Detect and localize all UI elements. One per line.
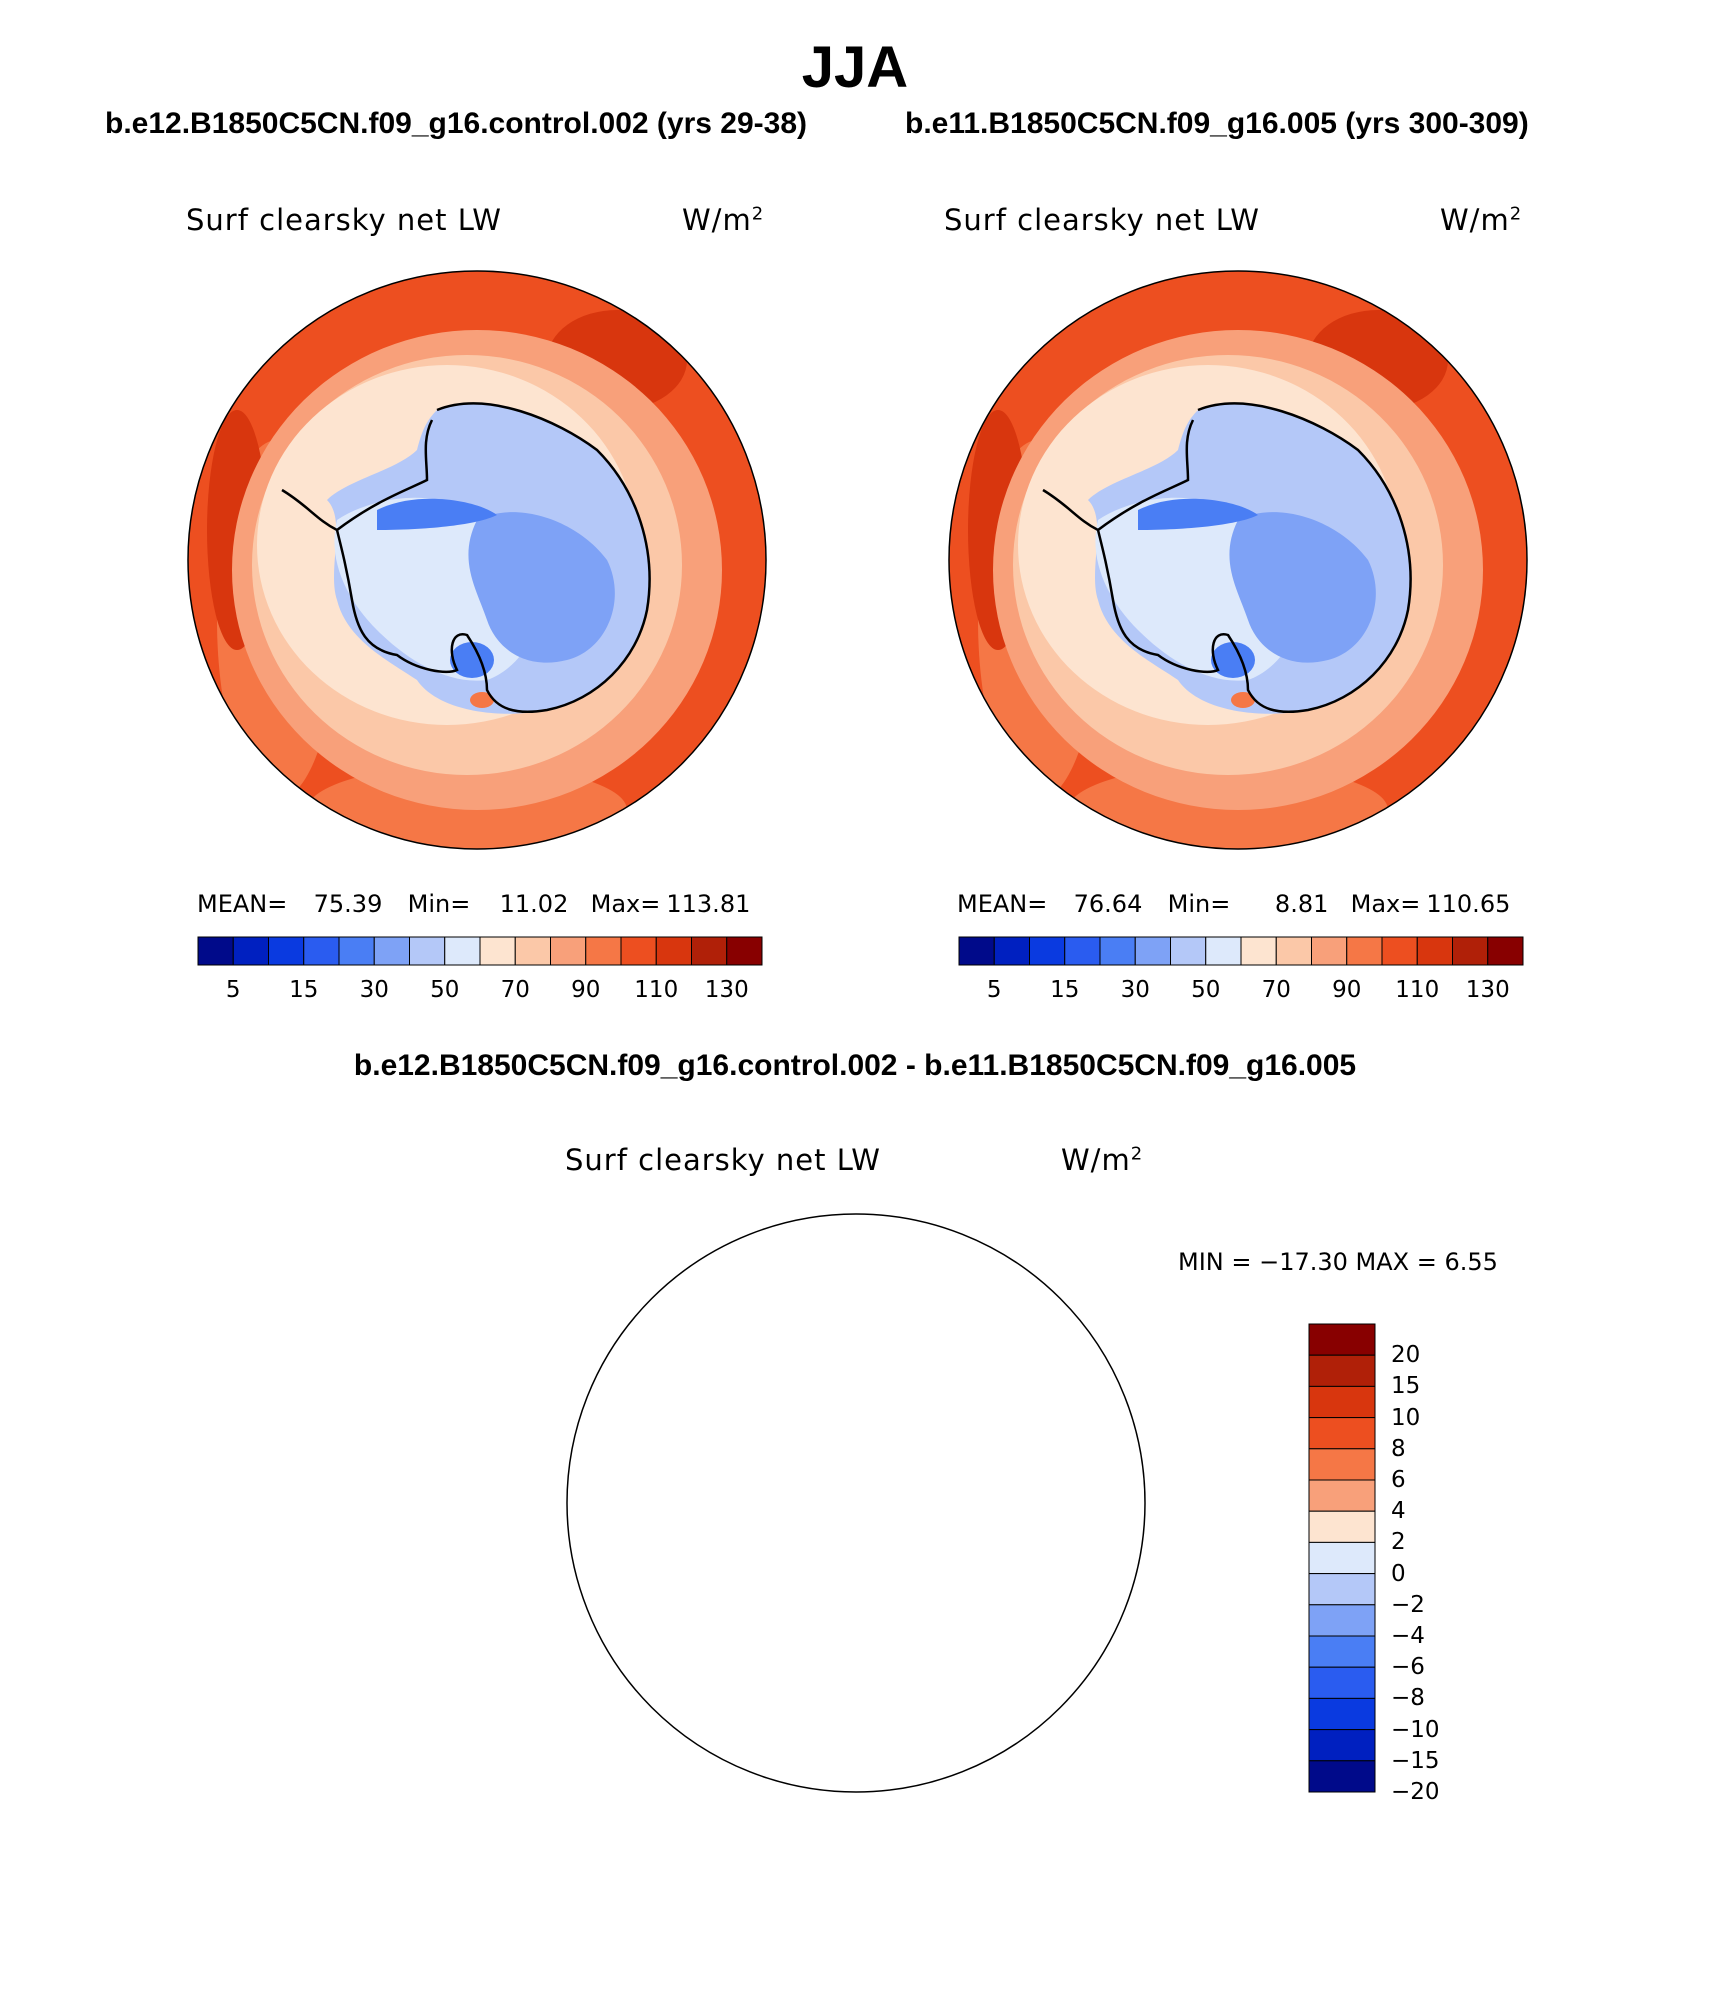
diff-minmax: MIN = −17.30 MAX = 6.55 bbox=[1178, 1248, 1498, 1276]
difference-colorbar-swatch bbox=[1308, 1729, 1376, 1762]
diff-variable-label: Surf clearsky net LW bbox=[565, 1143, 881, 1177]
left-colorbar-tick-label: 30 bbox=[359, 977, 389, 1003]
difference-colorbar-swatch bbox=[1308, 1666, 1376, 1699]
difference-colorbar-tick-label: 6 bbox=[1391, 1467, 1406, 1493]
difference-colorbar-swatch bbox=[1308, 1697, 1376, 1731]
left-colorbar-tick-label: 130 bbox=[704, 977, 749, 1003]
left-colorbar-tick-label: 50 bbox=[430, 977, 460, 1003]
difference-colorbar bbox=[1308, 1323, 1376, 1793]
difference-colorbar-tick-label: 15 bbox=[1391, 1373, 1421, 1400]
left-colorbar-swatch bbox=[303, 936, 340, 966]
right-colorbar-swatch bbox=[1240, 936, 1277, 966]
difference-colorbar-tick-label: 0 bbox=[1391, 1560, 1406, 1587]
right-colorbar-tick-label: 130 bbox=[1465, 977, 1510, 1003]
right-colorbar-swatch bbox=[1205, 936, 1242, 966]
difference-map bbox=[556, 1203, 1198, 1803]
difference-colorbar-tick-label: 2 bbox=[1391, 1529, 1406, 1556]
left-colorbar-swatch bbox=[655, 936, 692, 966]
right-colorbar-tick-label: 50 bbox=[1191, 977, 1221, 1003]
right-colorbar-swatch bbox=[1452, 936, 1489, 966]
left-colorbar-tick-label: 5 bbox=[225, 977, 241, 1003]
left-stats: MEAN= 75.39 Min= 11.02 Max= 113.81 bbox=[197, 890, 751, 918]
right-colorbar-swatch bbox=[1170, 936, 1207, 966]
right-units-label: W/m2 bbox=[1440, 203, 1523, 237]
difference-colorbar-swatch bbox=[1308, 1479, 1376, 1512]
difference-colorbar-swatch bbox=[1308, 1448, 1376, 1481]
left-colorbar-swatch bbox=[373, 936, 410, 966]
left-units-label: W/m2 bbox=[682, 203, 765, 237]
left-case-title: b.e12.B1850C5CN.f09_g16.control.002 (yrs… bbox=[105, 107, 808, 140]
right-colorbar-swatch bbox=[993, 936, 1030, 966]
left-colorbar-swatch bbox=[409, 936, 446, 966]
right-colorbar-tick-label: 15 bbox=[1050, 977, 1080, 1003]
left-colorbar-swatch bbox=[444, 936, 481, 966]
difference-colorbar-tick-label: −15 bbox=[1391, 1747, 1440, 1774]
difference-colorbar-swatch bbox=[1308, 1385, 1376, 1419]
right-colorbar-swatch bbox=[1275, 936, 1312, 966]
left-colorbar-tick-label: 70 bbox=[500, 977, 530, 1003]
right-colorbar-swatch bbox=[1311, 936, 1348, 966]
left-colorbar-swatch bbox=[268, 936, 305, 966]
right-colorbar-tick-label: 70 bbox=[1261, 977, 1291, 1003]
difference-colorbar-tick-label: 4 bbox=[1391, 1498, 1406, 1525]
difference-colorbar-swatch bbox=[1308, 1323, 1376, 1356]
left-map bbox=[188, 271, 766, 849]
left-colorbar-swatch bbox=[232, 936, 269, 966]
right-variable-label: Surf clearsky net LW bbox=[944, 203, 1260, 237]
figure-title: JJA bbox=[801, 35, 909, 100]
difference-colorbar-swatch bbox=[1308, 1354, 1376, 1387]
right-colorbar-swatch bbox=[1346, 936, 1383, 966]
difference-colorbar-tick-label: 20 bbox=[1391, 1342, 1421, 1369]
difference-colorbar-swatch bbox=[1308, 1510, 1376, 1543]
left-colorbar-swatch bbox=[479, 936, 516, 966]
right-colorbar-tick-label: 5 bbox=[986, 977, 1002, 1003]
difference-colorbar-swatch bbox=[1308, 1604, 1376, 1637]
difference-colorbar-swatch bbox=[1308, 1573, 1376, 1606]
right-colorbar-swatch bbox=[1029, 936, 1066, 966]
right-colorbar-swatch bbox=[958, 936, 995, 966]
right-colorbar-swatch bbox=[1064, 936, 1101, 966]
left-colorbar-swatch bbox=[338, 936, 375, 966]
left-colorbar-swatch bbox=[197, 936, 234, 966]
left-colorbar-swatch bbox=[726, 936, 763, 966]
right-case-title: b.e11.B1850C5CN.f09_g16.005 (yrs 300-309… bbox=[905, 107, 1529, 140]
left-colorbar-tick-label: 15 bbox=[289, 977, 319, 1003]
diff-units-label: W/m2 bbox=[1061, 1143, 1144, 1177]
left-colorbar-swatch bbox=[691, 936, 728, 966]
difference-colorbar-tick-label: 10 bbox=[1391, 1404, 1421, 1431]
difference-colorbar-tick-label: 8 bbox=[1391, 1435, 1406, 1462]
difference-colorbar-swatch bbox=[1308, 1541, 1376, 1575]
right-colorbar-swatch bbox=[1487, 936, 1524, 966]
right-map bbox=[949, 271, 1527, 849]
right-colorbar-tick-label: 30 bbox=[1120, 977, 1150, 1003]
difference-colorbar-tick-label: −4 bbox=[1391, 1623, 1425, 1649]
left-colorbar-swatch bbox=[585, 936, 622, 966]
right-colorbar-tick-label: 110 bbox=[1395, 977, 1440, 1003]
difference-colorbar-swatch bbox=[1308, 1635, 1376, 1668]
left-colorbar-swatch bbox=[620, 936, 657, 966]
difference-colorbar-tick-label: −6 bbox=[1391, 1654, 1425, 1681]
right-colorbar bbox=[958, 936, 1524, 966]
left-colorbar-tick-label: 110 bbox=[634, 977, 679, 1003]
left-colorbar-swatch bbox=[514, 936, 551, 966]
difference-colorbar-tick-label: −20 bbox=[1391, 1779, 1440, 1805]
difference-colorbar-tick-label: −2 bbox=[1391, 1591, 1425, 1618]
left-colorbar bbox=[197, 936, 763, 966]
left-variable-label: Surf clearsky net LW bbox=[186, 203, 502, 237]
right-stats: MEAN= 76.64 Min= 8.81 Max= 110.65 bbox=[957, 890, 1511, 918]
right-colorbar-swatch bbox=[1416, 936, 1453, 966]
left-colorbar-tick-label: 90 bbox=[571, 977, 601, 1003]
difference-title: b.e12.B1850C5CN.f09_g16.control.002 - b.… bbox=[353, 1049, 1357, 1082]
difference-colorbar-tick-label: −10 bbox=[1391, 1716, 1440, 1743]
left-colorbar-swatch bbox=[550, 936, 587, 966]
difference-colorbar-swatch bbox=[1308, 1417, 1376, 1450]
right-colorbar-swatch bbox=[1134, 936, 1171, 966]
difference-colorbar-swatch bbox=[1308, 1760, 1376, 1793]
right-colorbar-swatch bbox=[1381, 936, 1418, 966]
right-colorbar-tick-label: 90 bbox=[1332, 977, 1362, 1003]
difference-colorbar-tick-label: −8 bbox=[1391, 1685, 1425, 1712]
right-colorbar-swatch bbox=[1099, 936, 1136, 966]
